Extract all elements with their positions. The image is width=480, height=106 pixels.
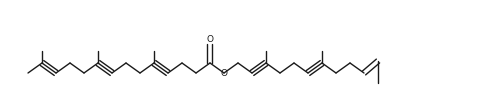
Text: O: O (220, 68, 227, 77)
Text: O: O (206, 36, 213, 45)
